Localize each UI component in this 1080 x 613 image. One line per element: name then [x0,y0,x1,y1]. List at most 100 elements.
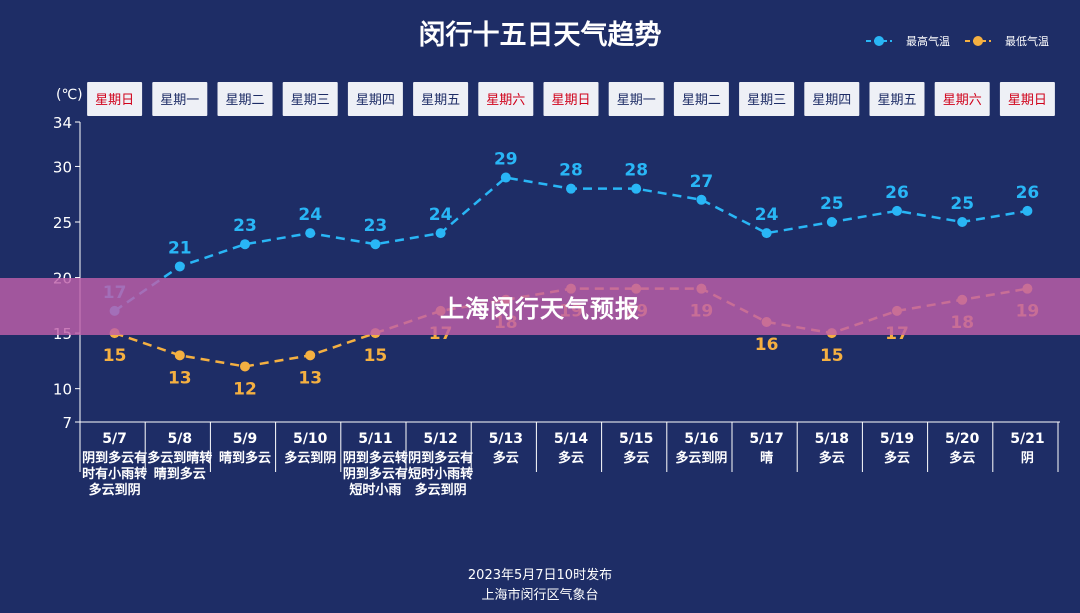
y-tick-label-6: 34 [53,114,72,132]
condition-label-2: 晴到多云 [219,450,271,466]
series-0-value-label-11: 25 [820,194,844,214]
legend-label-0: 最高气温 [906,34,950,48]
series-0-value-label-12: 26 [885,183,909,203]
legend-marker-0 [874,36,884,46]
series-0-point-6 [500,172,511,183]
weekday-box-4 [347,82,403,116]
condition-label-8: 多云 [623,450,649,466]
series-1-point-2 [240,361,250,372]
y-tick-label-5: 30 [53,158,72,176]
x-date-label-7: 5/14 [554,431,589,447]
condition-label-5: 阴到多云有短时小雨转多云到阴 [408,450,473,498]
series-0-value-label-1: 21 [168,238,192,258]
series-0-point-8 [631,183,642,194]
condition-label-13: 多云 [949,450,975,466]
series-0-value-label-10: 24 [755,205,779,225]
condition-line: 多云到阴 [284,450,336,466]
y-tick-label-1: 10 [53,381,72,399]
condition-line: 多云 [884,450,910,466]
legend-marker-1 [973,36,983,46]
series-0-point-5 [435,228,446,239]
series-0-value-label-4: 23 [364,216,388,236]
weekday-box-0 [87,82,143,116]
series-0-point-13 [957,217,968,227]
condition-label-10: 晴 [760,450,773,466]
condition-line: 阴 [1021,451,1034,466]
series-1-value-label-2: 12 [233,379,257,399]
banner-title: 上海闵行天气预报 [440,295,640,323]
condition-line: 多云 [949,450,975,466]
legend-label-1: 最低气温 [1005,34,1049,48]
condition-label-6: 多云 [493,450,519,466]
series-0-point-4 [370,239,381,250]
series-0-point-12 [892,205,902,216]
series-1-value-label-4: 15 [364,346,388,366]
weekday-box-3 [282,82,338,116]
condition-line: 时有小雨转 [82,466,147,482]
condition-line: 阴到多云转 [343,450,408,466]
weekday-label-14: 星期日 [1008,93,1047,108]
weekday-label-0: 星期日 [95,93,134,108]
weekday-label-11: 星期四 [812,93,851,108]
weekday-box-1 [152,82,208,116]
chart-title: 闵行十五日天气趋势 [419,19,662,51]
condition-label-1: 多云到晴转晴到多云 [147,450,212,482]
y-unit-label: (℃) [56,87,83,103]
series-0-value-label-6: 29 [494,150,518,170]
series-0-value-label-3: 24 [298,205,322,225]
weekday-label-4: 星期四 [356,93,395,108]
series-1-value-label-3: 13 [298,368,322,388]
condition-label-11: 多云 [819,450,845,466]
condition-label-4: 阴到多云转阴到多云有短时小雨 [343,450,408,498]
weekday-box-9 [673,82,729,116]
footer-line-1: 上海市闵行区气象台 [481,587,598,603]
weekday-box-12 [869,82,925,116]
condition-line: 多云到阴 [675,450,727,466]
condition-line: 晴到多云 [219,450,271,466]
x-date-label-11: 5/18 [815,431,849,447]
condition-line: 阴到多云有 [343,466,408,482]
weekday-box-14 [999,82,1055,116]
weekday-box-8 [608,82,664,116]
x-date-label-10: 5/17 [749,431,783,447]
weekday-label-9: 星期二 [682,93,721,108]
series-1-point-3 [305,350,316,361]
condition-label-3: 多云到阴 [284,450,336,466]
condition-line: 多云 [819,450,845,466]
weekday-label-7: 星期日 [551,93,590,108]
series-0-point-1 [174,261,185,272]
condition-line: 多云 [623,450,649,466]
condition-label-12: 多云 [884,450,910,466]
x-date-label-6: 5/13 [489,431,523,447]
x-date-label-3: 5/10 [293,431,328,447]
weekday-box-13 [934,82,990,116]
series-0-point-9 [696,194,707,205]
series-0-point-7 [566,183,576,194]
series-1-value-label-10: 16 [755,335,779,355]
condition-line: 多云 [493,450,519,466]
x-date-label-0: 5/7 [102,431,127,447]
condition-label-14: 阴 [1021,451,1034,466]
series-0-value-label-5: 24 [429,205,453,225]
condition-line: 短时小雨转 [408,466,473,482]
weekday-label-1: 星期一 [160,93,199,108]
series-0-point-14 [1022,205,1033,216]
weekday-label-3: 星期三 [291,93,330,108]
x-date-label-5: 5/12 [423,431,457,447]
y-tick-label-4: 25 [53,214,72,232]
weekday-box-7 [543,82,599,116]
banner-overlay: 上海闵行天气预报 [0,278,1080,335]
series-1-point-1 [174,350,185,361]
series-0-value-label-7: 28 [559,161,583,181]
x-date-label-14: 5/21 [1010,431,1044,447]
condition-line: 多云到阴 [415,482,467,498]
weekday-box-5 [413,82,469,116]
weekday-label-5: 星期五 [421,93,460,108]
x-date-label-9: 5/16 [684,431,718,447]
x-date-label-1: 5/8 [167,431,192,447]
weekday-box-10 [739,82,795,116]
weekday-label-8: 星期一 [617,93,656,108]
x-date-label-4: 5/11 [358,431,392,447]
series-0-value-label-13: 25 [950,194,974,214]
x-date-label-8: 5/15 [619,431,653,447]
